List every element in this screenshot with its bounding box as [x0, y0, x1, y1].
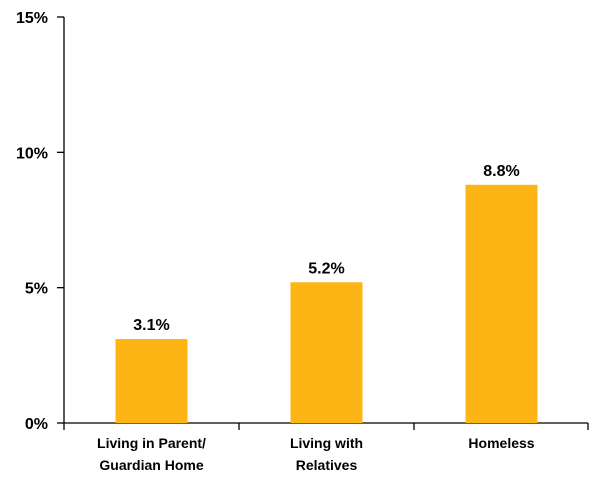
- y-tick-label: 0%: [25, 416, 48, 433]
- x-axis: [63, 422, 589, 430]
- data-label: 5.2%: [308, 260, 344, 277]
- category-labels: Living in Parent/Guardian Home Living wit…: [97, 435, 535, 473]
- y-tick-label: 10%: [16, 145, 48, 162]
- bar: [115, 339, 188, 423]
- bars: [115, 184, 538, 423]
- category-label: Guardian Home: [99, 457, 203, 473]
- category-label: Relatives: [296, 457, 358, 473]
- bar: [290, 282, 363, 423]
- bar: [465, 184, 538, 423]
- category-label: Living with: [290, 435, 363, 451]
- y-tick-label: 15%: [16, 10, 48, 27]
- y-tick-label: 5%: [25, 281, 48, 298]
- category-label: Living in Parent/: [97, 435, 206, 451]
- data-label: 8.8%: [483, 163, 519, 180]
- data-labels: 3.1% 5.2% 8.8%: [133, 163, 519, 334]
- category-label: Homeless: [468, 435, 534, 451]
- y-axis: 0% 5% 10% 15%: [16, 10, 65, 433]
- data-label: 3.1%: [133, 317, 169, 334]
